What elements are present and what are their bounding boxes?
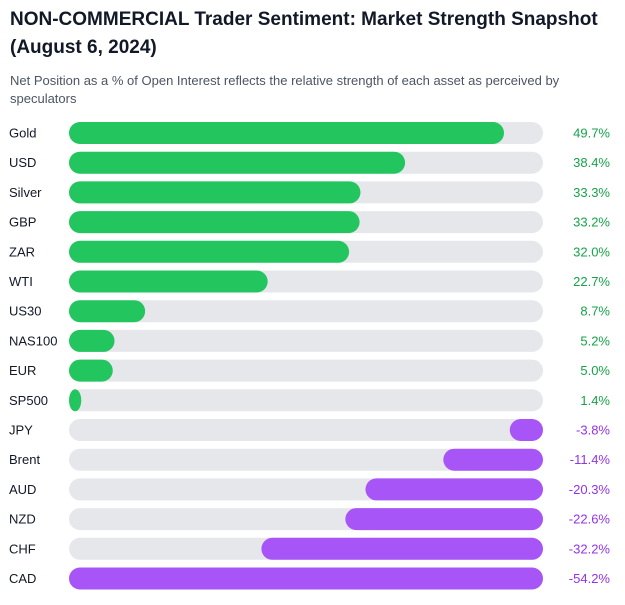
category-label: US30 [9, 304, 42, 319]
category-label: GBP [9, 215, 36, 230]
bar-row: WTI 22.7% [9, 270, 610, 293]
positive-bar [69, 151, 406, 174]
positive-bar [69, 240, 350, 263]
category-label: AUD [9, 482, 36, 497]
positive-bar [69, 359, 113, 382]
category-label: WTI [9, 274, 33, 289]
value-label: -11.4% [570, 452, 611, 467]
value-label: 5.0% [580, 363, 610, 378]
bar-track [69, 389, 543, 412]
bar-row: CHF -32.2% [9, 537, 611, 560]
positive-bar [69, 300, 146, 323]
bar-row: GBP 33.2% [9, 211, 610, 234]
category-label: Gold [9, 126, 36, 141]
bar-track [69, 448, 543, 471]
bar-track [69, 359, 543, 382]
bar-row: US30 8.7% [9, 300, 610, 323]
value-label: -54.2% [569, 571, 611, 586]
category-label: NAS100 [9, 333, 57, 348]
category-label: USD [9, 155, 36, 170]
negative-bar [509, 419, 543, 441]
positive-bar [69, 181, 361, 204]
value-label: 1.4% [580, 393, 610, 408]
value-label: 33.3% [573, 185, 610, 200]
positive-bar [69, 122, 504, 144]
bar-chart: Gold 49.7% USD 38.4% Silver 33.3% GBP 33.2% ZAR 3… [9, 122, 611, 590]
positive-bar [69, 389, 82, 412]
value-label: 22.7% [573, 274, 610, 289]
value-label: -32.2% [569, 541, 611, 556]
bar-row: ZAR 32.0% [9, 240, 610, 263]
category-label: CAD [9, 571, 36, 586]
bar-row: Brent -11.4% [9, 448, 611, 471]
negative-bar [69, 567, 543, 590]
negative-bar [365, 478, 543, 501]
bar-track [69, 300, 543, 323]
bar-row: Gold 49.7% [9, 122, 610, 144]
negative-bar [443, 448, 543, 471]
chart-title: NON-COMMERCIAL Trader Sentiment: Market … [10, 9, 598, 58]
value-label: 8.7% [580, 304, 610, 319]
negative-bar [345, 508, 543, 531]
value-label: -22.6% [569, 512, 611, 527]
chart-subtitle: Net Position as a % of Open Interest ref… [10, 73, 560, 106]
category-label: EUR [9, 363, 36, 378]
value-label: 5.2% [580, 333, 610, 348]
category-label: Brent [9, 452, 40, 467]
category-label: JPY [9, 423, 33, 438]
bar-row: JPY -3.8% [9, 419, 610, 441]
value-label: 49.7% [573, 126, 610, 141]
category-label: Silver [9, 185, 42, 200]
negative-bar [261, 537, 543, 560]
bar-track [69, 419, 543, 441]
category-label: CHF [9, 541, 36, 556]
bar-row: USD 38.4% [9, 151, 610, 174]
positive-bar [69, 270, 268, 293]
bar-track [69, 329, 543, 352]
bar-row: Silver 33.3% [9, 181, 610, 204]
positive-bar [69, 329, 115, 352]
bar-row: EUR 5.0% [9, 359, 610, 382]
bar-row: NAS100 5.2% [9, 329, 610, 352]
value-label: 33.2% [573, 215, 610, 230]
category-label: ZAR [9, 244, 35, 259]
bar-row: CAD -54.2% [9, 567, 611, 590]
value-label: -20.3% [569, 482, 611, 497]
value-label: 32.0% [573, 244, 610, 259]
positive-bar [69, 211, 360, 234]
value-label: -3.8% [576, 423, 610, 438]
value-label: 38.4% [573, 155, 610, 170]
category-label: NZD [9, 512, 36, 527]
bar-row: SP500 1.4% [9, 389, 610, 412]
bar-row: NZD -22.6% [9, 508, 611, 531]
bar-row: AUD -20.3% [9, 478, 611, 501]
category-label: SP500 [9, 393, 48, 408]
